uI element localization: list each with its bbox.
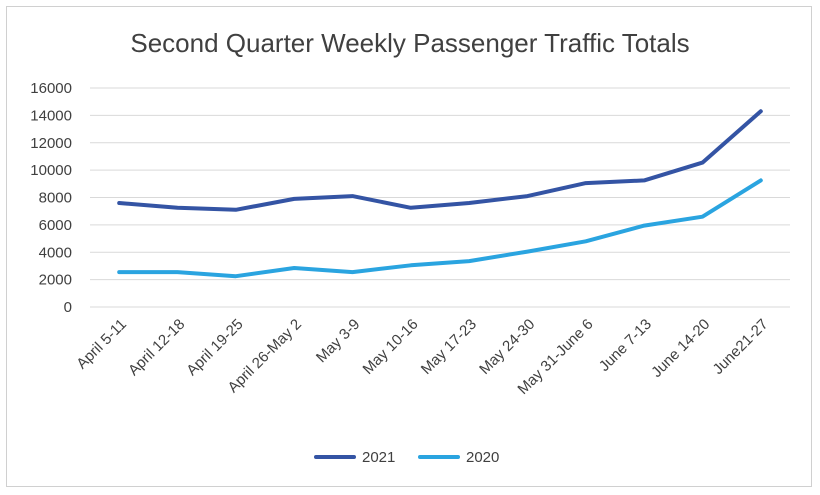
y-tick-label: 12000 [30, 135, 72, 152]
x-tick-label: May 17-23 [418, 316, 480, 378]
y-tick-label: 2000 [39, 272, 72, 289]
y-tick-label: 16000 [30, 80, 72, 97]
series-line-2021 [117, 109, 763, 212]
series-line-2020 [117, 178, 763, 279]
x-tick-label: May 24-30 [476, 316, 538, 378]
x-tick-label: May 10-16 [360, 316, 422, 378]
y-axis-ticks: 0 2000 4000 6000 8000 10000 12000 14000 16000 [30, 80, 72, 316]
legend-label: 2020 [466, 449, 499, 466]
y-tick-label: 0 [64, 299, 72, 316]
series-lines [117, 109, 763, 279]
y-tick-label: 14000 [30, 107, 72, 124]
x-tick-label: May 3-9 [313, 316, 363, 366]
legend-label: 2021 [362, 449, 395, 466]
chart-title: Second Quarter Weekly Passenger Traffic … [130, 28, 689, 58]
y-tick-label: 8000 [39, 190, 72, 207]
y-tick-label: 6000 [39, 217, 72, 234]
y-tick-label: 10000 [30, 162, 72, 179]
y-tick-label: 4000 [39, 244, 72, 261]
legend: 2021 2020 [314, 449, 499, 466]
x-tick-label: April 12-18 [125, 316, 188, 379]
x-tick-label: June 14-20 [648, 316, 713, 381]
x-tick-label: April 5-11 [73, 316, 130, 373]
x-tick-label: April 19-25 [183, 316, 246, 379]
x-tick-label: June21-27 [710, 316, 772, 378]
x-tick-label: June 7-13 [596, 316, 655, 375]
chart-frame [6, 6, 812, 487]
